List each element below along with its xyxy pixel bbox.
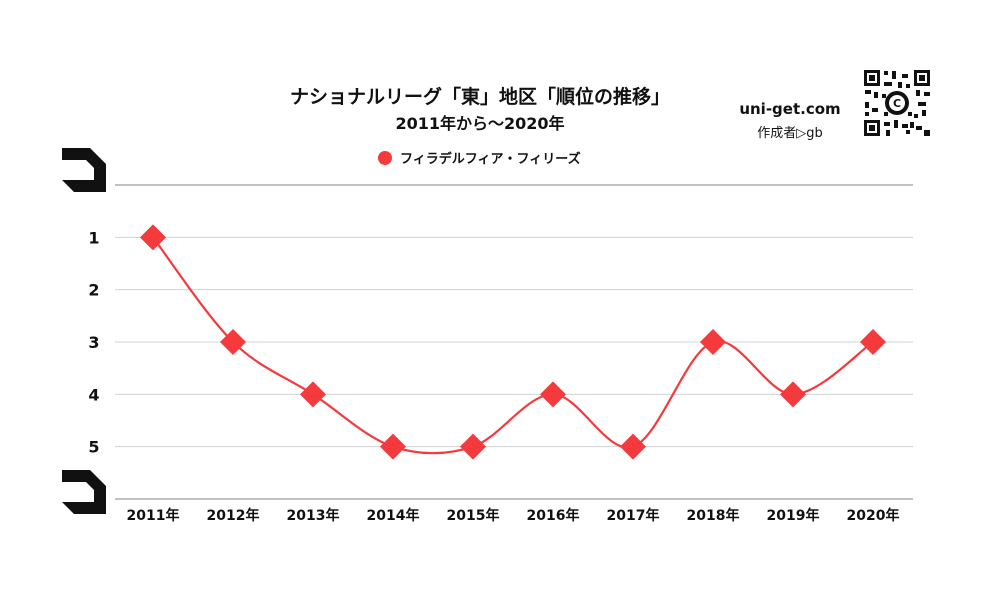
data-point-marker <box>300 381 326 408</box>
x-tick-label: 2016年 <box>527 507 580 524</box>
data-point-marker <box>460 433 486 460</box>
y-tick-label: 4 <box>88 385 99 404</box>
series-line <box>152 236 874 455</box>
data-point-marker <box>540 381 566 408</box>
svg-text:C: C <box>893 97 901 110</box>
legend-label: フィラデルフィア・フィリーズ <box>400 152 581 167</box>
chart-subtitle: 2011年から〜2020年 <box>395 114 565 133</box>
qr-code-icon: C <box>862 68 932 138</box>
x-tick-label: 2018年 <box>687 507 740 524</box>
data-point-marker <box>780 381 806 408</box>
legend-swatch <box>378 150 392 165</box>
data-point-marker <box>220 329 246 355</box>
x-tick-label: 2011年 <box>127 507 180 524</box>
data-point-marker <box>140 224 166 251</box>
y-tick-label: 3 <box>88 333 99 352</box>
corner-mark-top <box>62 148 106 192</box>
data-point-marker <box>700 329 726 355</box>
data-point-marker <box>860 329 886 355</box>
x-tick-label: 2013年 <box>287 507 340 524</box>
site-name: uni-get.com <box>739 100 841 118</box>
x-tick-label: 2012年 <box>207 507 260 524</box>
x-tick-label: 2015年 <box>447 507 500 524</box>
data-point-marker <box>380 433 406 460</box>
legend: フィラデルフィア・フィリーズ <box>378 148 581 167</box>
y-tick-label: 1 <box>88 228 99 247</box>
x-tick-label: 2017年 <box>607 507 660 524</box>
x-tick-label: 2020年 <box>847 507 900 524</box>
corner-mark-bottom <box>62 470 106 514</box>
data-point-marker <box>620 433 646 460</box>
y-tick-label: 5 <box>88 438 99 457</box>
x-tick-label: 2014年 <box>367 507 420 524</box>
y-tick-label: 2 <box>88 281 99 300</box>
author-credit: 作成者▷gb <box>757 126 823 141</box>
x-tick-label: 2019年 <box>767 507 820 524</box>
chart-title: ナショナルリーグ「東」地区「順位の推移」 <box>289 86 670 108</box>
